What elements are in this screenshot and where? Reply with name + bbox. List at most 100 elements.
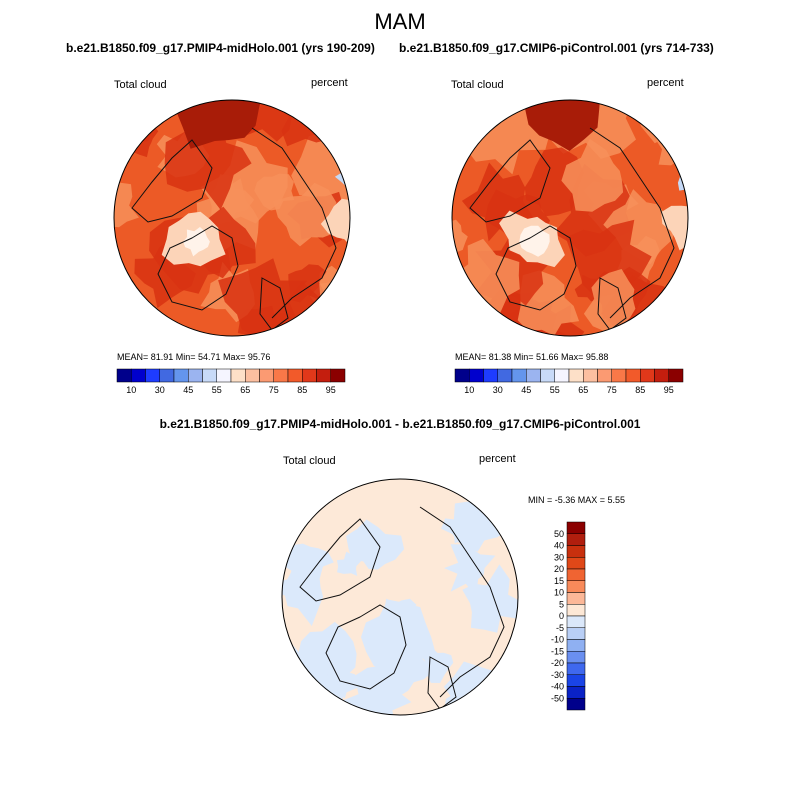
field-cell: [164, 119, 252, 210]
map-panel-difference: [281, 478, 519, 716]
colorbar-box: [273, 368, 289, 383]
colorbar-box: [566, 568, 586, 581]
colorbar-tick-label: -40: [551, 682, 564, 692]
difference-negative-cell: [444, 544, 496, 597]
field-edge-blue: [677, 162, 688, 195]
difference-negative-cell: [420, 647, 454, 683]
panel-2-title: b.e21.B1850.f09_g17.CMIP6-piControl.001 …: [399, 41, 714, 55]
coastline-1: [131, 139, 213, 223]
map-panel-1-field: [114, 100, 350, 336]
colorbar-box: [566, 557, 586, 570]
colorbar-box: [188, 368, 203, 383]
colorbar-tick-label: 45: [521, 385, 531, 395]
colorbar-box: [159, 368, 175, 383]
colorbar-tick-label: 55: [212, 385, 222, 395]
colorbar-tick-label: -10: [551, 635, 564, 645]
colorbar-tick-label: 75: [607, 385, 617, 395]
map-panel-2-field: [452, 100, 688, 336]
colorbar-box: [566, 604, 586, 617]
colorbar-tick-label: 0: [559, 611, 564, 621]
diff-variable-label: Total cloud: [283, 455, 336, 467]
colorbar-box: [583, 368, 598, 383]
panel-1-variable-label: Total cloud: [114, 79, 167, 91]
colorbar-box: [145, 368, 160, 383]
colorbar-box: [568, 368, 584, 383]
colorbar-box: [131, 368, 146, 383]
colorbar-tick-label: -30: [551, 670, 564, 680]
colorbar-box: [566, 627, 586, 640]
coastline-1: [299, 518, 381, 602]
colorbar-box: [116, 368, 132, 383]
coastline-2: [251, 127, 337, 319]
coastline-3: [427, 656, 457, 710]
colorbar-box: [566, 698, 586, 711]
colorbar-box: [469, 368, 484, 383]
colorbar-tick-label: 55: [550, 385, 560, 395]
colorbar-tick-label: 50: [554, 529, 564, 539]
colorbar-box: [625, 368, 641, 383]
colorbar-box: [566, 639, 586, 652]
colorbar-tick-label: 10: [554, 588, 564, 598]
colorbar-tick-label: 45: [183, 385, 193, 395]
colorbar-tick-label: -5: [556, 623, 564, 633]
colorbar-box: [654, 368, 669, 383]
diff-stats: MIN = -5.36 MAX = 5.55: [528, 495, 626, 505]
difference-negative-cell: [361, 599, 437, 676]
colorbar-box: [483, 368, 498, 383]
figure-title: MAM: [374, 9, 426, 34]
difference-negative-cell: [462, 564, 518, 633]
field-high-region: [513, 100, 601, 151]
colorbar-box: [566, 533, 586, 546]
colorbar-box: [173, 368, 189, 383]
colorbar-tick-label: 15: [554, 576, 564, 586]
colorbar-tick-label: 85: [635, 385, 645, 395]
colorbar-box: [566, 662, 586, 675]
coastline-2: [589, 127, 675, 319]
colorbar-box: [566, 592, 586, 605]
colorbar-tick-label: 95: [326, 385, 336, 395]
field-min-region: [183, 227, 210, 257]
panel-1-stats: MEAN= 81.91 Min= 54.71 Max= 95.76: [117, 352, 271, 362]
field-high-region: [175, 100, 264, 149]
colorbar-box: [611, 368, 627, 383]
colorbar-box: [566, 615, 586, 628]
coastline-0: [157, 225, 239, 311]
colorbar-box: [668, 368, 684, 383]
field-min-region: [519, 225, 550, 257]
difference-field: [282, 479, 518, 715]
colorbar-box: [540, 368, 555, 383]
colorbar-tick-label: 65: [578, 385, 588, 395]
colorbar-box: [302, 368, 317, 383]
field-cell: [218, 258, 308, 336]
difference-negative-cell: [441, 507, 490, 545]
difference-negative-cell: [282, 479, 312, 523]
colorbar-box: [259, 368, 274, 383]
colorbar-tick-label: 30: [155, 385, 165, 395]
map-panel-1: [113, 99, 351, 337]
panel-2-stats: MEAN= 81.38 Min= 51.66 Max= 95.88: [455, 352, 609, 362]
colorbar-box: [554, 368, 570, 383]
field-cell: [657, 115, 688, 166]
diff-units-label: percent: [479, 453, 516, 465]
colorbar-tick-label: 40: [554, 541, 564, 551]
colorbar-tick-label: 30: [493, 385, 503, 395]
coastline-2: [419, 506, 505, 698]
colorbar-tick-label: 5: [559, 599, 564, 609]
colorbar-box: [640, 368, 655, 383]
colorbar-box: [454, 368, 470, 383]
coastline-0: [495, 225, 577, 311]
colorbar-box: [245, 368, 260, 383]
field-cell: [254, 173, 295, 211]
field-cell: [583, 269, 636, 333]
colorbar-box: [216, 368, 232, 383]
colorbar-tick-label: 20: [554, 564, 564, 574]
field-edge-pale: [320, 198, 350, 249]
colorbar-box: [526, 368, 541, 383]
panel-2-units-label: percent: [647, 77, 684, 89]
field-edge-pale: [661, 205, 688, 251]
colorbar-box: [566, 545, 586, 558]
map-panel-2: [451, 99, 689, 337]
colorbar-2: 10 30 45 55 65 75 85 95: [454, 368, 684, 395]
colorbar-tick-label: -20: [551, 658, 564, 668]
field-cell: [561, 138, 624, 212]
